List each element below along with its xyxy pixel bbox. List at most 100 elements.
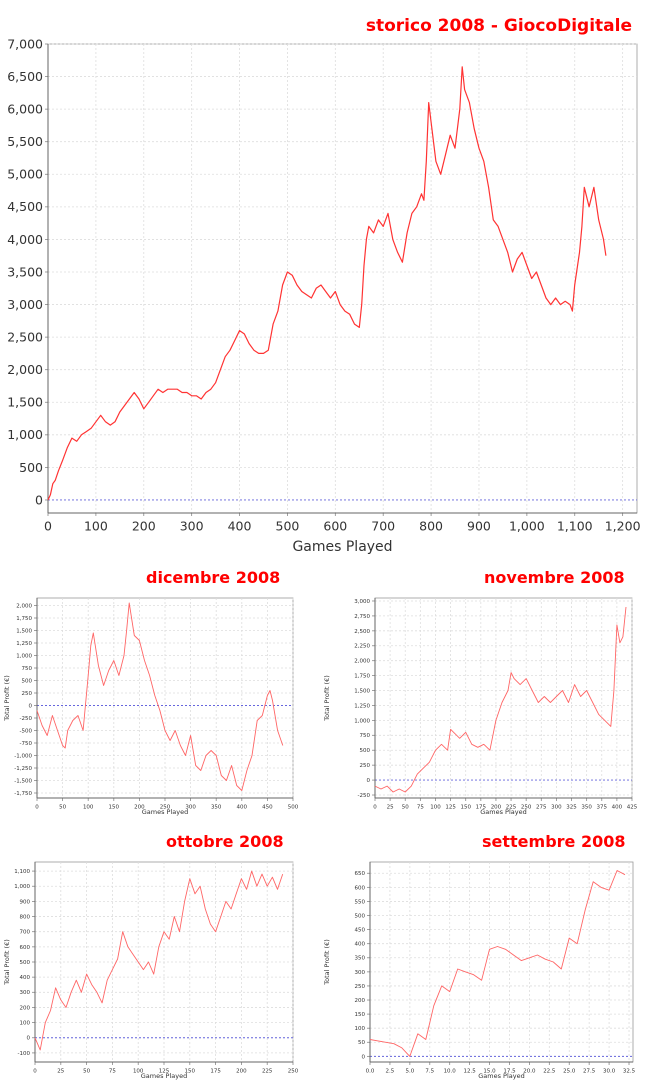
y-tick-label: 500	[360, 748, 371, 754]
ottobre-chart-title: ottobre 2008	[166, 832, 284, 851]
y-tick-label: 1,000	[14, 884, 30, 890]
y-tick-label: 200	[355, 998, 366, 1004]
main-chart-title: storico 2008 - GiocoDigitale	[365, 16, 632, 36]
x-tick-label: 0	[373, 805, 377, 811]
x-tick-label: 700	[371, 519, 395, 534]
y-tick-label: 4,000	[7, 232, 43, 247]
y-tick-label: 6,500	[7, 69, 43, 84]
y-tick-label: 5,000	[7, 167, 43, 182]
x-tick-label: 100	[133, 1069, 144, 1075]
x-tick-label: 17.5	[503, 1069, 516, 1075]
x-tick-label: 600	[323, 519, 347, 534]
x-tick-label: 200	[491, 805, 502, 811]
y-tick-label: 600	[355, 885, 366, 891]
y-tick-label: 100	[355, 1026, 366, 1032]
y-tick-label: 100	[20, 1021, 31, 1027]
y-tick-label: 250	[355, 984, 366, 990]
series-line	[36, 602, 284, 791]
y-tick-label: 1,250	[354, 703, 370, 709]
x-tick-label: 150	[109, 805, 120, 811]
y-tick-label: 500	[20, 960, 31, 966]
x-tick-label: 10.0	[444, 1069, 457, 1075]
x-axis-label: Games Played	[292, 539, 392, 555]
x-tick-label: 800	[419, 519, 443, 534]
y-tick-label: 2,500	[354, 629, 370, 635]
x-tick-label: 0	[33, 1069, 37, 1075]
x-tick-label: 375	[597, 805, 608, 811]
y-tick-label: 1,750	[354, 674, 370, 680]
y-tick-label: 300	[355, 970, 366, 976]
x-tick-label: 200	[236, 1069, 247, 1075]
x-tick-label: 0.0	[366, 1069, 375, 1075]
y-tick-label: -750	[20, 741, 33, 747]
y-tick-label: 400	[20, 975, 31, 981]
x-tick-label: 15.0	[483, 1069, 496, 1075]
y-tick-label: 1,100	[14, 869, 30, 875]
y-tick-label: 150	[355, 1012, 366, 1018]
y-tick-label: 3,000	[354, 599, 370, 605]
novembre-chart: -25002505007501,0001,2501,5001,7502,0002…	[323, 597, 638, 816]
y-tick-label: 0	[29, 703, 33, 709]
series-line	[47, 66, 607, 501]
x-tick-label: 250	[521, 805, 532, 811]
x-tick-label: 275	[536, 805, 547, 811]
y-tick-label: 50	[358, 1040, 365, 1046]
settembre-chart: 0 50 100 150 200 250 300 350 400 450 500 550 600 650 0…	[323, 861, 636, 1080]
x-tick-label: 30.0	[603, 1069, 616, 1075]
y-tick-label: 550	[355, 899, 366, 905]
y-axis-label: Total Profit (€)	[323, 675, 331, 721]
x-tick-label: 400	[237, 805, 248, 811]
x-tick-label: 425	[627, 805, 638, 811]
x-tick-label: 2.5	[386, 1069, 395, 1075]
x-tick-label: 250	[288, 1069, 299, 1075]
y-tick-label: 0	[35, 492, 43, 507]
y-tick-label: 500	[22, 678, 33, 684]
y-tick-label: 250	[22, 691, 33, 697]
x-tick-label: 125	[445, 805, 456, 811]
y-tick-label: 1,250	[16, 641, 32, 647]
y-tick-label: 2,500	[7, 330, 43, 345]
x-axis-label: Games Played	[141, 1072, 187, 1080]
y-axis-label: Total Profit (€)	[3, 939, 11, 985]
y-tick-label: 0	[367, 778, 371, 784]
y-tick-label: 250	[360, 763, 371, 769]
x-tick-label: 32.5	[623, 1069, 636, 1075]
x-tick-label: 125	[159, 1069, 170, 1075]
x-tick-label: 325	[566, 805, 577, 811]
x-tick-label: 100	[430, 805, 441, 811]
x-tick-label: 225	[506, 805, 517, 811]
y-tick-label: 650	[355, 871, 366, 877]
x-tick-label: 20.0	[523, 1069, 536, 1075]
x-tick-label: 75	[109, 1069, 116, 1075]
x-tick-label: 225	[262, 1069, 273, 1075]
x-tick-label: 1,000	[509, 519, 545, 534]
y-tick-label: 2,000	[354, 659, 370, 665]
x-tick-label: 1,100	[557, 519, 593, 534]
y-tick-label: 300	[20, 990, 31, 996]
x-tick-label: 75	[417, 805, 424, 811]
x-tick-label: 27.5	[583, 1069, 596, 1075]
x-tick-label: 350	[581, 805, 592, 811]
x-tick-label: 7.5	[425, 1069, 434, 1075]
x-tick-label: 25	[387, 805, 394, 811]
x-axis-label: Games Played	[480, 808, 526, 816]
x-axis-label: Games Played	[142, 808, 188, 816]
y-tick-label: 5,500	[7, 134, 43, 149]
y-tick-label: 2,000	[16, 603, 32, 609]
x-tick-label: 250	[160, 805, 171, 811]
x-tick-label: 1,200	[605, 519, 641, 534]
y-tick-label: 450	[355, 928, 366, 934]
y-tick-label: 1,750	[16, 616, 32, 622]
ottobre-chart: -10001002003004005006007008009001,0001,1…	[3, 861, 299, 1080]
series-line	[34, 870, 284, 1051]
y-tick-label: 500	[355, 913, 366, 919]
y-tick-label: 750	[360, 733, 371, 739]
y-tick-label: 1,500	[16, 628, 32, 634]
x-tick-label: 100	[83, 805, 94, 811]
x-tick-label: 350	[211, 805, 222, 811]
y-tick-label: 3,500	[7, 264, 43, 279]
x-tick-label: 25.0	[563, 1069, 576, 1075]
y-axis-label: Total Profit (€)	[3, 675, 11, 721]
x-tick-label: 5.0	[405, 1069, 414, 1075]
plot-area	[47, 43, 638, 514]
